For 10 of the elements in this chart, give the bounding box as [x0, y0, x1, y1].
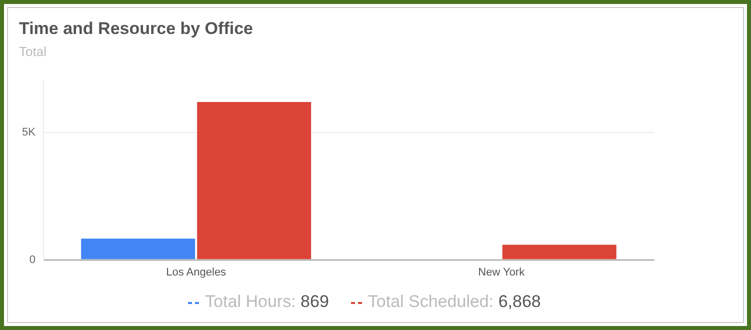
- legend-label: Total Scheduled:: [368, 292, 495, 311]
- chart-subtitle: Total: [19, 44, 46, 59]
- text: 6,868: [498, 292, 541, 311]
- legend-label: Total Hours:: [205, 292, 297, 311]
- y-tick-label: 0: [29, 254, 36, 266]
- x-tick-label: Los Angeles: [166, 266, 227, 278]
- x-tick-label: New York: [478, 266, 526, 278]
- text: 869: [300, 292, 329, 311]
- y-tick-label: 5K: [22, 126, 36, 139]
- chart-title: Time and Resource by Office: [19, 19, 253, 39]
